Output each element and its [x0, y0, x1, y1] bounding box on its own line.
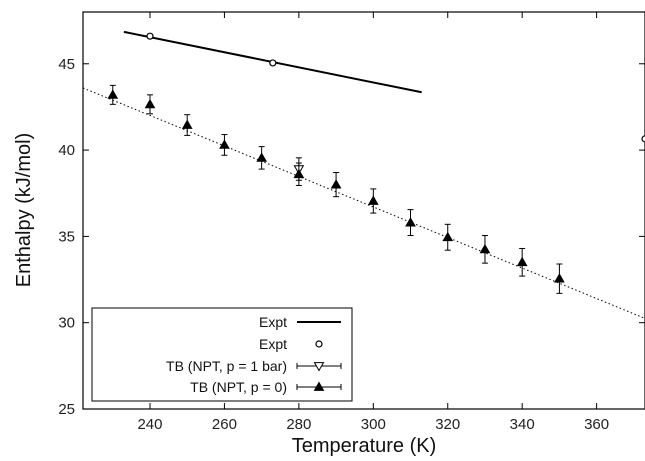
y-tick-label: 35	[58, 228, 75, 245]
expt-point	[146, 32, 154, 40]
tb-p0-point	[479, 243, 491, 254]
x-tick-label: 320	[435, 416, 460, 433]
legend-box	[91, 307, 353, 402]
legend-key-open-triangle	[313, 362, 325, 372]
legend-label-3: TB (NPT, p = 0)	[190, 379, 287, 395]
legend-key-expt-point	[315, 340, 323, 348]
y-tick-label: 30	[58, 315, 75, 332]
tb-p0-point	[293, 168, 305, 179]
y-tick-label: 45	[58, 56, 75, 73]
tb-p0-point	[144, 98, 156, 109]
tb-p0-point	[219, 139, 230, 149]
x-tick-label: 360	[584, 416, 609, 433]
plot-frame	[82, 11, 645, 410]
y-tick-label: 40	[58, 142, 75, 159]
legend-key-tb-p0	[296, 381, 342, 391]
tb-p0-point	[256, 152, 268, 162]
y-tick-label: 25	[58, 401, 75, 418]
x-tick-label: 240	[137, 416, 162, 433]
tb-p0-point	[367, 195, 379, 205]
legend-keys	[296, 321, 342, 391]
legend: Expt Expt TB (NPT, p = 1 bar) TB (NPT, p…	[91, 307, 353, 402]
tb-p0-point	[330, 179, 342, 189]
axis-ticks: 240 260 280 300 320 340 360 25 30 35 40 45	[58, 12, 645, 433]
tb-p0-point	[107, 89, 119, 99]
y-axis-label: Enthalpy (kJ/mol)	[13, 133, 35, 288]
tb-p0-point	[516, 256, 528, 267]
legend-key-filled-triangle	[313, 381, 325, 391]
legend-label-0: Expt	[259, 314, 287, 330]
x-tick-label: 260	[212, 416, 237, 433]
tb-p0-point	[442, 231, 454, 242]
x-tick-label: 340	[510, 416, 535, 433]
expt-point	[269, 59, 277, 67]
x-tick-label: 300	[361, 416, 386, 433]
legend-label-1: Expt	[259, 336, 287, 352]
tb-p0-point	[554, 273, 565, 283]
fit-line	[82, 87, 645, 319]
tb-p0-point	[405, 217, 416, 227]
legend-key-tb-p1bar	[296, 362, 342, 372]
expt-point	[641, 135, 645, 143]
x-tick-label: 280	[286, 416, 311, 433]
legend-label-2: TB (NPT, p = 1 bar)	[166, 358, 287, 374]
tb-p0-point	[181, 119, 193, 129]
x-axis-label: Temperature (K)	[292, 435, 437, 457]
plot-marks	[82, 30, 645, 319]
